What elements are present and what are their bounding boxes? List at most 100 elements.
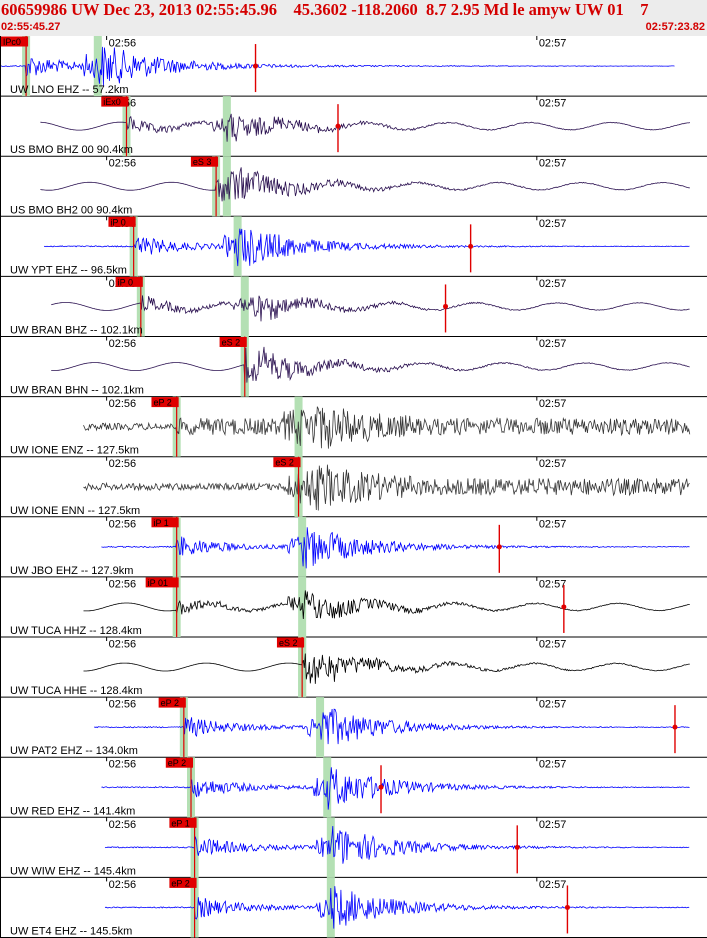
- pick-label: eS 3: [193, 157, 212, 167]
- pick-label: iP 0: [118, 277, 133, 287]
- minute-tick-label: 02:57: [539, 158, 567, 170]
- minute-tick-label: 02:57: [539, 819, 567, 831]
- waveform: [40, 113, 690, 142]
- coda-dot: [496, 544, 502, 550]
- waveform: [104, 825, 690, 864]
- pick-flag: [0, 36, 29, 47]
- pick-flag: [273, 457, 301, 468]
- waveform: [43, 228, 690, 267]
- pick-label: IPc0: [3, 37, 21, 47]
- waveform: [0, 46, 675, 86]
- minute-tick-label: 02:56: [109, 759, 137, 771]
- minute-tick-label: 02:56: [109, 158, 137, 170]
- trace-12: 02:56 02:57 eP 2 UW PAT2 EHZ -- 134.0km: [0, 697, 707, 758]
- pick-flag: [151, 517, 179, 528]
- pick-label: eP 2: [153, 398, 171, 408]
- trace-6: 02:56 02:57 eS 2 UW BRAN BHN -- 102.1km: [0, 336, 707, 398]
- station-label: UW JBO EHZ -- 127.9km: [10, 565, 133, 577]
- station-label: UW BRAN BHN -- 102.1km: [10, 385, 144, 397]
- trace-1: 02:56 02:57 IPc0 UW LNO EHZ -- 57.2km: [0, 36, 707, 97]
- s-window: [326, 877, 335, 938]
- pick-label: eP 2: [161, 698, 179, 708]
- s-window: [233, 216, 242, 277]
- waveform: [83, 406, 691, 449]
- minute-tick-label: 02:56: [109, 338, 137, 350]
- station-label: UW TUCA HHE -- 128.4km: [10, 685, 142, 697]
- pick-label: iP 1: [153, 518, 168, 528]
- pick-flag: [169, 877, 197, 888]
- trace-7: 02:56 02:57 eP 2 UW IONE ENZ -- 127.5km: [0, 396, 707, 458]
- station-label: UW ET4 EHZ -- 145.5km: [10, 926, 132, 938]
- minute-tick-label: 02:57: [539, 98, 567, 110]
- station-label: UW BRAN BHZ -- 102.1km: [10, 325, 143, 337]
- coda-dot: [564, 904, 570, 910]
- coda-dot: [443, 303, 449, 309]
- pick-label: eS 2: [222, 338, 241, 348]
- pick-flag: [151, 397, 179, 408]
- station-label: UW WIW EHZ -- 145.4km: [10, 865, 136, 877]
- pick-flag: [145, 577, 179, 588]
- minute-tick-label: 02:56: [109, 518, 137, 530]
- pick-label: eP 2: [171, 878, 189, 888]
- station-label: UW YPT EHZ -- 96.5km: [10, 264, 127, 276]
- s-window: [240, 276, 249, 337]
- minute-tick-label: 02:56: [109, 398, 137, 410]
- waveform: [83, 590, 690, 620]
- pick-label: eP 2: [168, 758, 186, 768]
- pick-flag: [115, 276, 143, 287]
- pick-flag: [276, 637, 305, 648]
- minute-tick-label: 02:57: [539, 338, 567, 350]
- coda-dot: [561, 604, 567, 610]
- minute-tick-label: 02:57: [539, 458, 567, 470]
- coda-dot: [468, 243, 474, 249]
- coda-dot: [335, 123, 341, 129]
- pick-label: iEx0: [103, 97, 121, 107]
- s-window: [222, 156, 231, 217]
- pick-label: eS 2: [279, 638, 298, 648]
- pick-flag: [165, 757, 194, 768]
- station-label: UW PAT2 EHZ -- 134.0km: [10, 745, 138, 757]
- trace-15: 02:56 02:57 eP 2 UW ET4 EHZ -- 145.5km: [0, 877, 707, 938]
- coda-dot: [253, 63, 259, 69]
- minute-tick-label: 02:56: [109, 819, 137, 831]
- station-label: UW IONE ENN -- 127.5km: [10, 505, 140, 517]
- minute-tick-label: 02:57: [539, 398, 567, 410]
- pick-label: eS 2: [275, 458, 294, 468]
- station-label: UW RED EHZ -- 141.4km: [10, 805, 135, 817]
- waveform: [51, 346, 690, 384]
- s-window: [298, 576, 307, 637]
- pick-label: eP 1: [171, 818, 189, 828]
- event-title: 60659986 UW Dec 23, 2013 02:55:45.96 45.…: [1, 0, 649, 19]
- pick-flag: [158, 697, 186, 708]
- pick-flag: [190, 156, 219, 167]
- minute-tick-label: 02:56: [109, 699, 137, 711]
- minute-tick-label: 02:57: [539, 578, 567, 590]
- minute-tick-label: 02:56: [109, 879, 137, 891]
- window-start-time: 02:55:45.27: [1, 21, 61, 33]
- minute-tick-label: 02:57: [539, 879, 567, 891]
- minute-tick-label: 02:57: [539, 699, 567, 711]
- coda-dot: [378, 784, 384, 790]
- s-window: [93, 36, 102, 97]
- minute-tick-label: 02:57: [539, 639, 567, 651]
- pick-label: iP 01: [148, 578, 168, 588]
- minute-tick-label: 02:56: [109, 38, 137, 50]
- minute-tick-label: 02:57: [539, 759, 567, 771]
- trace-13: 02:56 02:57 eP 2 UW RED EHZ -- 141.4km: [0, 757, 707, 818]
- waveform: [40, 167, 690, 202]
- pick-flag: [108, 216, 136, 227]
- pick-flag: [219, 337, 247, 347]
- minute-tick-label: 02:57: [539, 278, 567, 290]
- waveform: [83, 653, 690, 684]
- station-label: US BMO BH2 00 90.4km: [10, 204, 132, 216]
- station-label: US BMO BHZ 00 90.4km: [10, 144, 133, 156]
- trace-11: 02:56 02:57 eS 2 UW TUCA HHE -- 128.4km: [0, 637, 707, 698]
- minute-tick-label: 02:57: [539, 38, 567, 50]
- window-end-time: 02:57:23.82: [645, 21, 705, 33]
- trace-10: 02:56 02:57 iP 01 UW TUCA HHZ -- 128.4km: [0, 576, 707, 638]
- coda-dot: [672, 724, 678, 730]
- minute-tick-label: 02:57: [539, 518, 567, 530]
